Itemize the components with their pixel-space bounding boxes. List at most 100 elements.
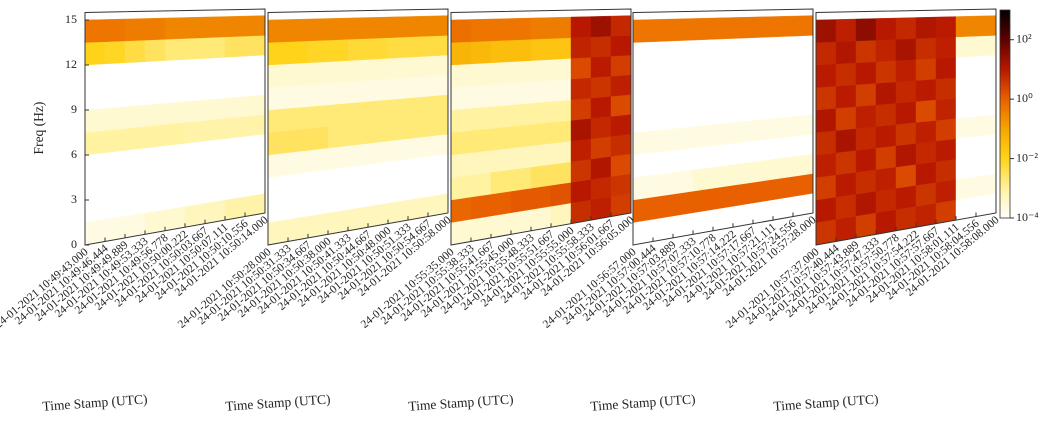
heatmap-cell	[490, 18, 512, 42]
heatmap-cell	[184, 140, 206, 165]
heatmap-cell	[652, 193, 674, 220]
heatmap-cell	[692, 166, 714, 192]
heatmap-cell	[752, 199, 774, 224]
heatmap-cell	[510, 17, 532, 41]
heatmap-cell	[164, 80, 186, 104]
heatmap-cell	[367, 99, 389, 123]
heatmap-cell	[935, 158, 957, 183]
heatmap-cell	[490, 147, 512, 173]
heatmap-cell	[510, 187, 532, 213]
heatmap-cell	[287, 18, 309, 42]
y-axis-label: Freq (Hz)	[31, 102, 46, 155]
heatmap-cell	[792, 94, 814, 117]
heatmap-cell	[224, 156, 246, 180]
heatmap-cell	[895, 38, 917, 61]
heatmap-cell	[104, 150, 126, 176]
heatmap-cell	[367, 78, 389, 102]
heatmap-cell	[732, 58, 754, 81]
heatmap-cell	[875, 17, 897, 41]
heatmap-cell	[287, 62, 309, 87]
heatmap-cell	[672, 61, 694, 85]
heatmap-cell	[287, 215, 309, 242]
heatmap-cell	[287, 106, 309, 131]
heatmap-cell	[610, 15, 632, 37]
heatmap-cell	[84, 19, 106, 43]
heatmap-cell	[855, 18, 877, 42]
heatmap-cell	[975, 173, 997, 197]
heatmap-cell	[124, 83, 146, 107]
heatmap-cell	[752, 16, 774, 38]
heatmap-cell	[590, 136, 612, 160]
heatmap-cell	[224, 96, 246, 119]
heatmap-cell	[652, 215, 674, 242]
heatmap-cell	[570, 97, 592, 121]
heatmap-cell	[590, 76, 612, 99]
heatmap-cell	[427, 114, 449, 137]
heatmap-cell	[732, 161, 754, 186]
heatmap-cell	[144, 17, 166, 41]
heatmap-cell	[387, 199, 409, 224]
heatmap-cell	[387, 97, 409, 121]
heatmap-cell	[835, 40, 857, 65]
heatmap-cell	[347, 164, 369, 189]
heatmap-cell	[550, 182, 572, 207]
y-tick-label: 0	[71, 237, 77, 251]
heatmap-cell	[267, 108, 289, 133]
heatmap-cell	[975, 114, 997, 137]
heatmap-cell	[895, 122, 917, 146]
heatmap-cell	[772, 136, 794, 160]
heatmap-cell	[104, 40, 126, 65]
heatmap-cell	[347, 206, 369, 232]
heatmap-cell	[184, 120, 206, 144]
heatmap-cell	[935, 138, 957, 162]
heatmap-cell	[550, 120, 572, 144]
heatmap-cell	[427, 94, 449, 117]
colorbar-tick-label: 10⁻⁴	[1016, 210, 1039, 224]
heatmap-cell	[327, 102, 349, 127]
heatmap-cell	[815, 63, 837, 88]
heatmap-cell	[652, 62, 674, 87]
heatmap-cell	[347, 122, 369, 146]
heatmap-cell	[935, 97, 957, 121]
heatmap-cell	[610, 35, 632, 57]
colorbar-tick-label: 10⁰	[1016, 91, 1033, 105]
heatmap-cell	[590, 15, 612, 38]
colorbar-tick-label: 10²	[1016, 31, 1032, 45]
heatmap-cell	[652, 106, 674, 131]
heatmap-cell	[84, 41, 106, 66]
heatmap-cell	[652, 18, 674, 42]
heatmap-cell	[955, 15, 977, 38]
heatmap-cell	[955, 55, 977, 78]
heatmap-cell	[692, 145, 714, 170]
heatmap-cell	[204, 16, 226, 38]
heatmap-cell	[570, 138, 592, 162]
heatmap-cell	[632, 108, 654, 133]
heatmap-cell	[835, 150, 857, 176]
heatmap-cell	[815, 174, 837, 201]
heatmap-cell	[875, 81, 897, 106]
heatmap-cell	[244, 54, 266, 77]
heatmap-cell	[450, 63, 472, 88]
heatmap-cell	[712, 143, 734, 168]
heatmap-cell	[184, 182, 206, 207]
heatmap-cell	[915, 202, 937, 228]
heatmap-cell	[164, 38, 186, 61]
heatmap-cell	[470, 18, 492, 42]
heatmap-cell	[510, 124, 532, 149]
heatmap-cell	[712, 101, 734, 125]
heatmap-cell	[815, 219, 837, 246]
heatmap-cell	[144, 145, 166, 170]
heatmap-cell	[975, 54, 997, 77]
heatmap-cell	[307, 83, 329, 107]
heatmap-cell	[387, 179, 409, 204]
heatmap-cell	[772, 55, 794, 78]
heatmap-cell	[550, 16, 572, 39]
heatmap-cell	[204, 138, 226, 162]
heatmap-cell	[347, 143, 369, 168]
heatmap-cell	[510, 145, 532, 170]
heatmap-cell	[935, 57, 957, 80]
heatmap-cell	[632, 152, 654, 178]
heatmap-cell	[490, 126, 512, 151]
heatmap-cell	[632, 174, 654, 201]
